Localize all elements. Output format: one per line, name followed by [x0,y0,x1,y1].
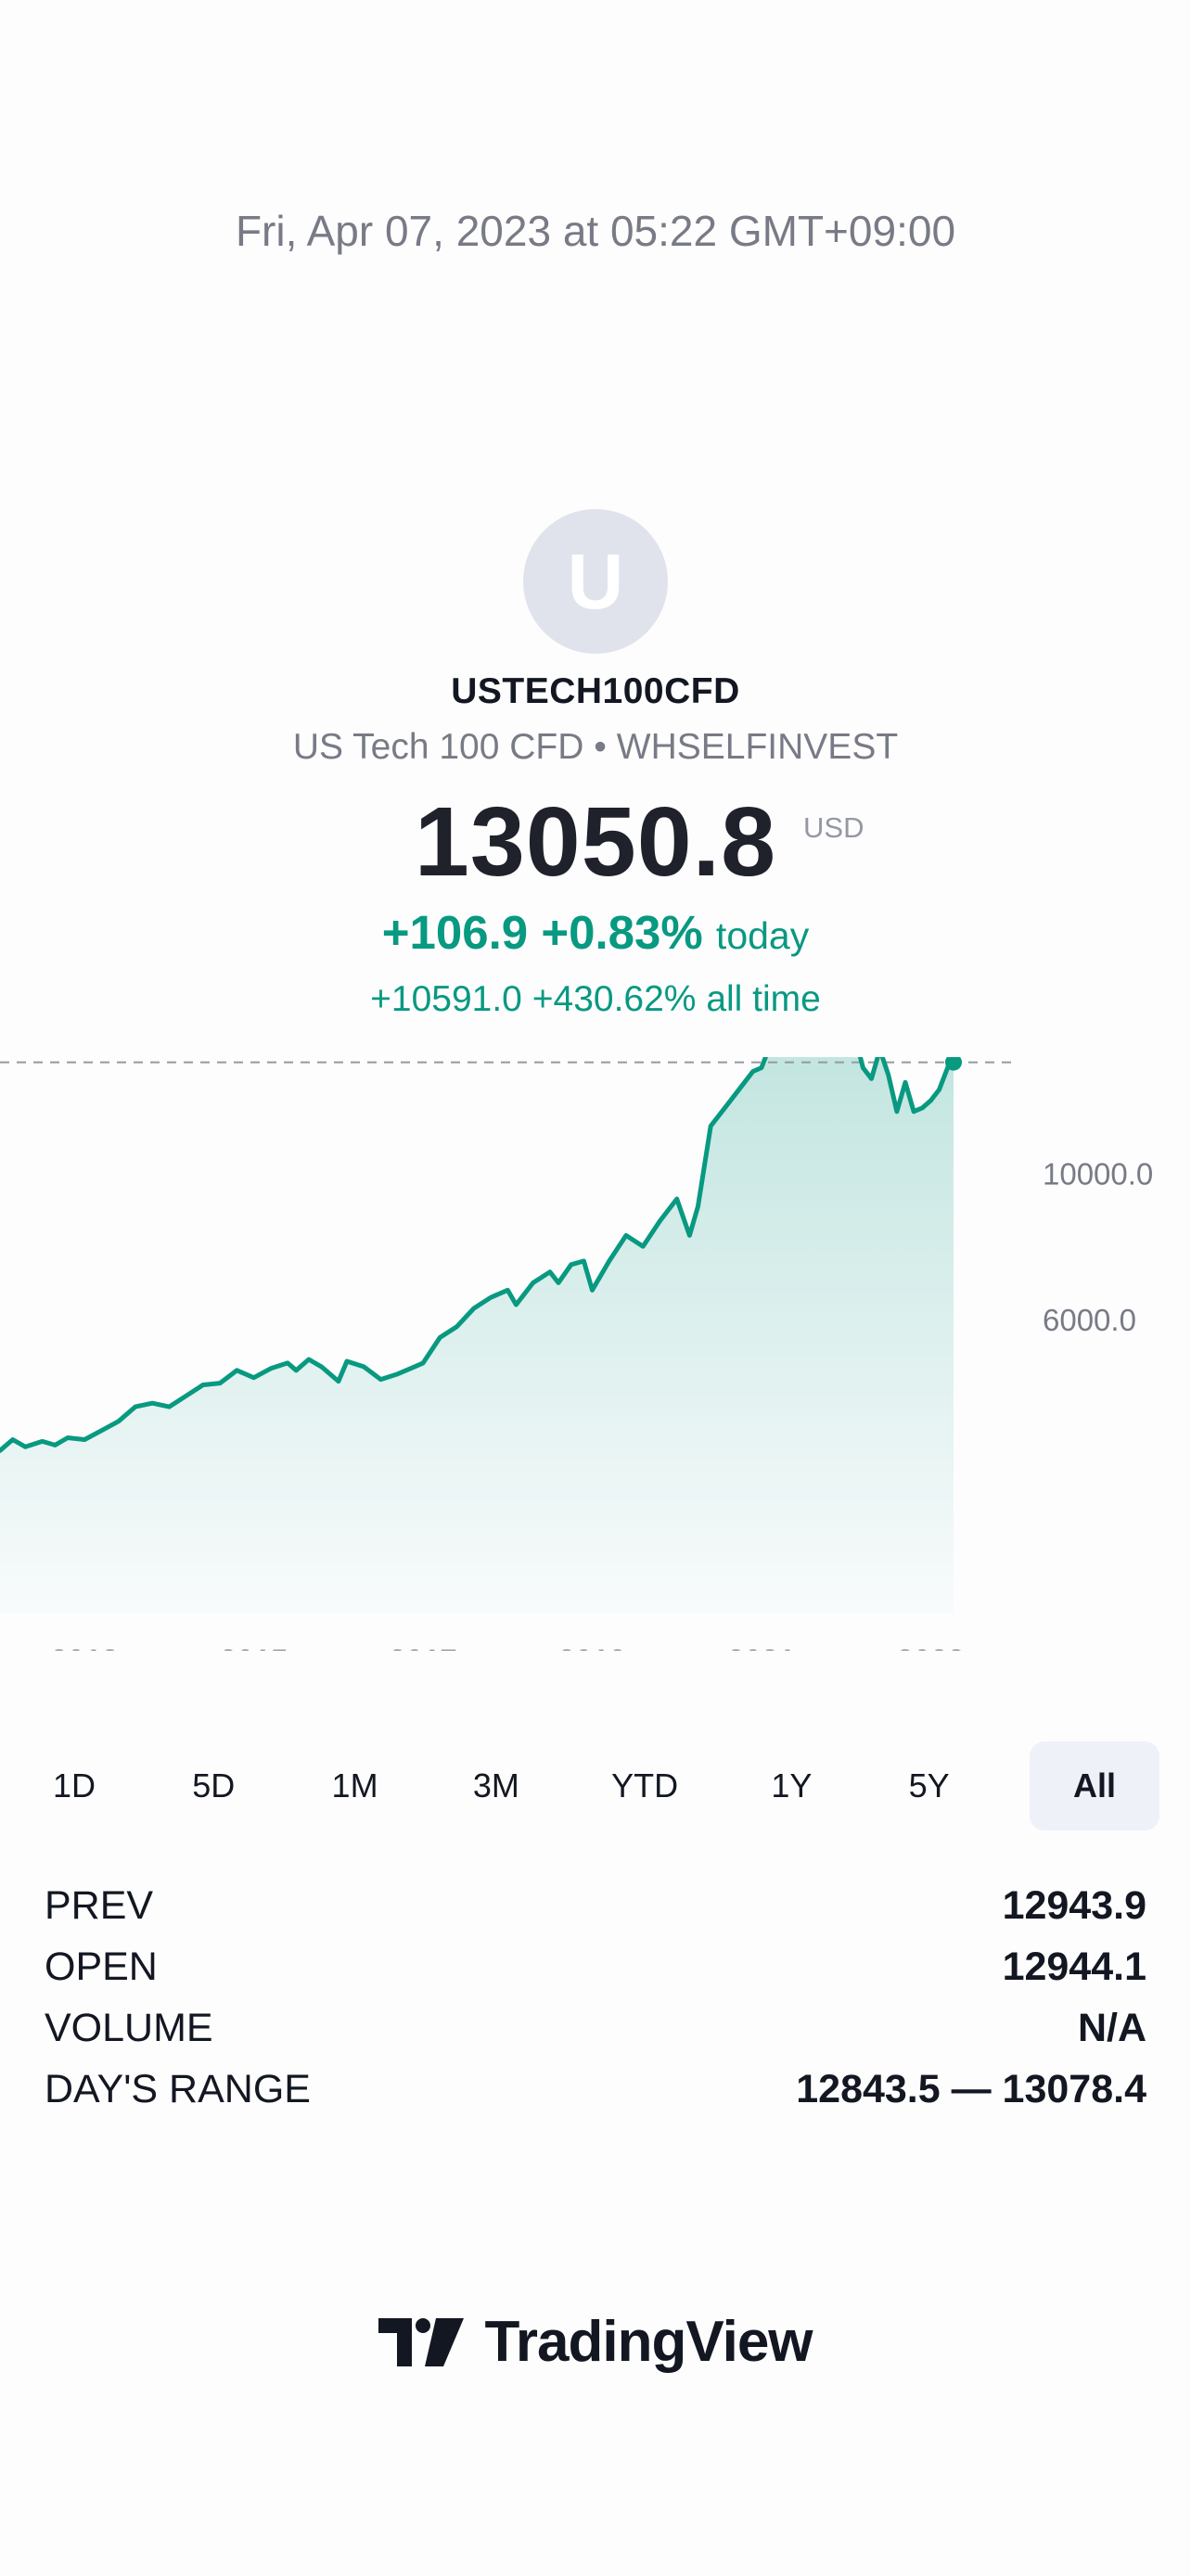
instrument-name: US Tech 100 CFD [292,727,584,767]
change-today-value: +106.9 [381,906,529,959]
y-axis-label: 10000.0 [1043,1157,1153,1192]
x-axis-label: 2015 [220,1643,288,1651]
change-all-value: +10591.0 [370,979,522,1019]
range-5y[interactable]: 5Y [908,1766,950,1804]
today-label: today [715,914,810,957]
currency-label: USD [803,811,864,844]
stat-label: VOLUME [45,2005,213,2050]
tradingview-logo-icon [378,2317,465,2366]
stat-value: 12843.5 — 13078.4 [796,2066,1146,2111]
x-axis-label: 2017 [389,1643,456,1651]
change-all-percent: +430.62% [531,979,697,1019]
stat-row-days-range: DAY'S RANGE 12843.5 — 13078.4 [45,2059,1146,2120]
range-selector: 1D 5D 1M 3M YTD 1Y 5Y All [37,1741,1159,1830]
change-today: +106.9 +0.83% today [0,905,1191,960]
stat-label: DAY'S RANGE [45,2066,311,2111]
stat-label: PREV [45,1882,154,1928]
all-time-label: all time [706,979,821,1019]
price-block: 13050.8 [0,786,1191,899]
stat-row-prev: PREV 12943.9 [45,1875,1146,1936]
brand-name: TradingView [484,2310,813,2374]
separator-dot: • [594,727,607,767]
stat-value: 12944.1 [1002,1944,1146,1989]
price-line [0,1057,956,1453]
x-axis-label: 2023 [897,1643,965,1651]
stat-row-volume: VOLUME N/A [45,1997,1146,2059]
range-1m[interactable]: 1M [331,1766,378,1804]
range-3m[interactable]: 3M [472,1766,519,1804]
last-price: 13050.8 [414,787,777,897]
exchange-name: WHSELFINVEST [616,727,899,767]
snapshot-timestamp: Fri, Apr 07, 2023 at 05:22 GMT+09:00 [235,207,956,255]
change-today-percent: +0.83% [541,906,703,959]
price-chart[interactable]: 14000.010000.06000.020132015201720192021… [0,1057,1191,1651]
y-axis-label: 6000.0 [1043,1303,1136,1337]
range-5d[interactable]: 5D [192,1766,236,1804]
change-all-time: +10591.0 +430.62% all time [0,979,1191,1020]
symbol-avatar: U [523,509,668,654]
stats-table: PREV 12943.9 OPEN 12944.1 VOLUME N/A DAY… [45,1875,1146,2120]
x-axis-label: 2013 [51,1643,119,1651]
symbol-description: US Tech 100 CFD • WHSELFINVEST [0,727,1191,768]
range-1d[interactable]: 1D [52,1766,96,1804]
range-all[interactable]: All [1029,1741,1159,1830]
symbol-ticker: USTECH100CFD [451,671,740,711]
price-area-fill [0,1057,954,1613]
range-1y[interactable]: 1Y [771,1766,813,1804]
x-axis-label: 2019 [558,1643,626,1651]
stat-label: OPEN [45,1944,158,1989]
stat-value: 12943.9 [1002,1882,1146,1928]
last-price-dot [945,1057,962,1071]
range-ytd[interactable]: YTD [611,1766,679,1804]
stat-row-open: OPEN 12944.1 [45,1936,1146,1997]
x-axis-label: 2021 [727,1643,795,1651]
tradingview-logo[interactable]: TradingView [0,2309,1191,2375]
stat-value: N/A [1077,2005,1146,2050]
